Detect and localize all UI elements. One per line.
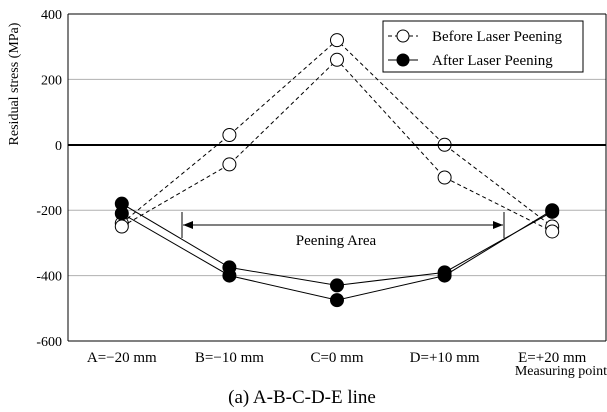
data-series: [114, 33, 560, 308]
x-tick-label: B=−10 mm: [195, 350, 264, 366]
data-point: [222, 157, 237, 172]
legend-before-marker: [396, 29, 410, 43]
data-point: [330, 293, 344, 308]
y-tick-label: 200: [41, 73, 62, 88]
data-point: [114, 219, 129, 234]
x-axis-label: Measuring point: [515, 364, 607, 379]
y-tick-label: -200: [36, 204, 62, 219]
data-point: [222, 268, 237, 283]
chart-caption: (a) A-B-C-D-E line: [228, 387, 376, 408]
data-point: [437, 170, 452, 185]
data-point: [330, 33, 344, 48]
x-tick-label: A=−20 mm: [87, 350, 157, 366]
legend-after-label: After Laser Peening: [432, 53, 553, 69]
data-point: [330, 52, 344, 67]
data-point: [437, 268, 452, 283]
y-axis-label: Residual stress (MPa): [7, 22, 22, 145]
data-point: [545, 203, 560, 218]
data-point: [222, 127, 237, 142]
y-tick-label: 400: [41, 8, 62, 23]
gridlines: [68, 78, 606, 277]
legend-before-label: Before Laser Peening: [432, 29, 562, 45]
y-tick-label: -600: [36, 335, 62, 350]
peening-area-annotation: Peening Area: [181, 212, 505, 249]
arrow-head-left: [183, 221, 193, 229]
x-tick-label: C=0 mm: [310, 350, 363, 366]
y-tick-label: 0: [55, 139, 62, 154]
x-tick-label: E=+20 mm: [518, 350, 586, 366]
y-tick-label: -400: [36, 270, 62, 285]
data-point: [330, 278, 344, 293]
y-tick-labels: 400 200 0 -200 -400 -600: [36, 8, 62, 350]
x-tick-label: D=+10 mm: [410, 350, 480, 366]
arrow-head-right: [493, 221, 503, 229]
peening-area-label: Peening Area: [296, 233, 377, 249]
data-point: [545, 224, 560, 239]
legend-after-marker: [396, 53, 410, 67]
x-tick-labels: A=−20 mm B=−10 mm C=0 mm D=+10 mm E=+20 mm: [87, 350, 587, 366]
legend-box: [382, 20, 584, 73]
axes: [67, 13, 607, 342]
data-point: [114, 206, 129, 221]
legend: Before Laser Peening After Laser Peening: [382, 20, 584, 73]
